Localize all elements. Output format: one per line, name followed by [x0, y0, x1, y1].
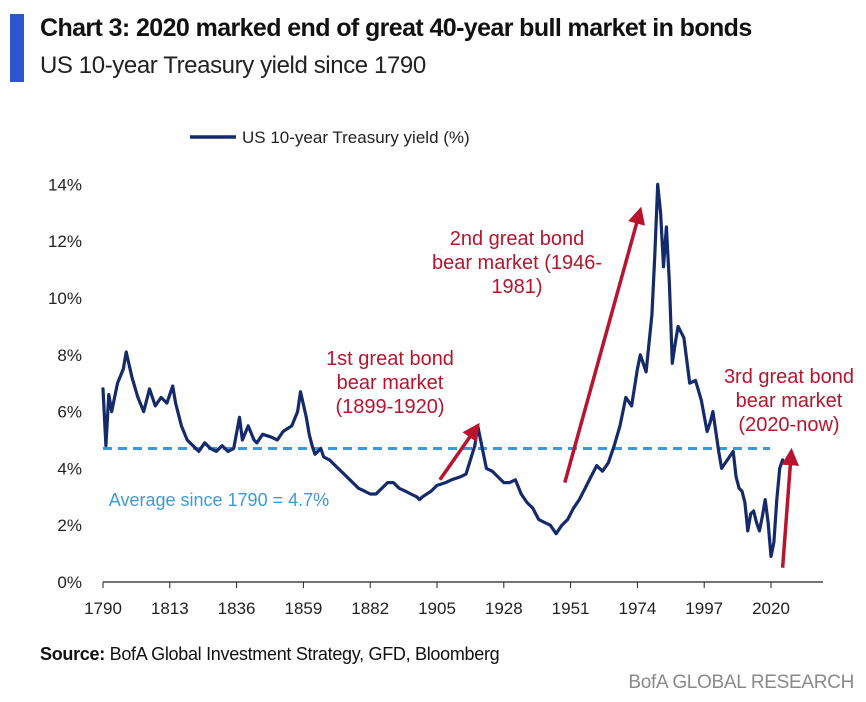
y-axis: 0% 2% 4% 6% 8% 10% 12% 14%	[48, 175, 82, 592]
y-tick-label: 8%	[57, 346, 82, 365]
annotation-text: 2nd great bond	[450, 228, 585, 250]
y-tick-label: 6%	[57, 403, 82, 422]
annotation-text: (1899-1920)	[336, 396, 445, 418]
average-label: Average since 1790 = 4.7%	[109, 490, 329, 510]
annotation-text: bear market (1946-	[432, 252, 602, 274]
annotation-text: bear market	[337, 372, 444, 394]
y-tick-label: 4%	[57, 459, 82, 478]
annotation-arrow	[563, 206, 645, 484]
source-label: Source:	[40, 644, 105, 664]
annotation-text: bear market	[736, 390, 843, 412]
x-axis: 1790 1813 1836 1859 1882 1905 1928 1951 1974 1997…	[84, 581, 823, 618]
x-tick-label: 1790	[84, 599, 122, 618]
y-tick-label: 0%	[57, 573, 82, 592]
annotation-arrow	[438, 422, 480, 481]
x-tick-label: 1859	[284, 599, 322, 618]
annotation-text: 3rd great bond	[724, 366, 854, 388]
legend: US 10-year Treasury yield (%)	[190, 128, 470, 147]
annotation-text: 1981)	[491, 276, 542, 298]
x-tick-label: 1836	[218, 599, 256, 618]
source-text: BofA Global Investment Strategy, GFD, Bl…	[104, 644, 500, 664]
y-tick-label: 2%	[57, 516, 82, 535]
y-tick-label: 12%	[48, 232, 82, 251]
average-line-group: Average since 1790 = 4.7%	[103, 447, 770, 510]
annotation-text: (2020-now)	[738, 414, 839, 436]
accent-bar	[10, 14, 24, 82]
x-tick-label: 1882	[351, 599, 389, 618]
chart-title: Chart 3: 2020 marked end of great 40-yea…	[40, 14, 752, 42]
y-tick-label: 14%	[48, 175, 82, 194]
x-tick-label: 1928	[485, 599, 523, 618]
legend-label: US 10-year Treasury yield (%)	[242, 128, 470, 147]
x-tick-label: 1997	[685, 599, 723, 618]
source-note: Source: BofA Global Investment Strategy,…	[40, 644, 500, 665]
series-group	[101, 182, 785, 558]
annotation-text: 1st great bond	[326, 348, 454, 370]
x-tick-label: 1905	[418, 599, 456, 618]
series-line	[101, 182, 785, 558]
x-tick-label: 1974	[618, 599, 656, 618]
x-tick-label: 1951	[552, 599, 590, 618]
x-tick-label: 2020	[752, 599, 790, 618]
annotation-arrow	[780, 447, 800, 568]
chart-subtitle: US 10-year Treasury yield since 1790	[40, 52, 426, 79]
x-tick-label: 1813	[151, 599, 189, 618]
brand-label: BofA GLOBAL RESEARCH	[628, 672, 854, 693]
chart-canvas: 0% 2% 4% 6% 8% 10% 12% 14% 1790 1813 1836 1859 1882…	[48, 128, 854, 618]
y-tick-label: 10%	[48, 289, 82, 308]
